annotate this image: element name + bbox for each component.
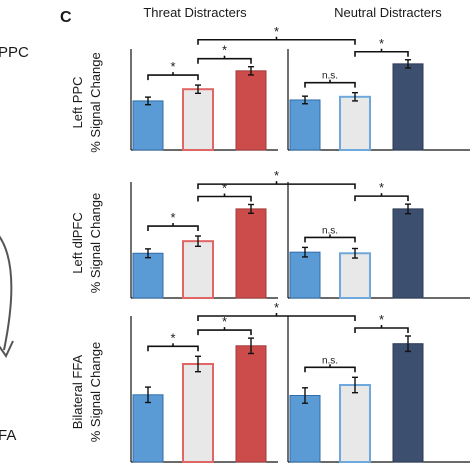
group-title-neutral: Neutral Distracters	[334, 5, 442, 20]
sig-bracket-2-2-b	[354, 195, 409, 202]
bar-2-1-2	[182, 240, 214, 300]
bar-1-2-3	[392, 63, 424, 151]
bar-1-1-1	[132, 100, 164, 151]
panels-layer: Left PPC% Signal Change **n.s.**Left dlPF…	[70, 24, 470, 463]
sig-bracket-across-1-label: *	[274, 24, 279, 39]
sig-bracket-1-1-a	[147, 74, 199, 81]
sig-bracket-1-2-b-label: *	[379, 36, 384, 51]
bar-2-1-1	[132, 252, 164, 299]
sig-bracket-3-2-b-label: *	[379, 312, 384, 327]
curved-arrow	[0, 235, 13, 351]
bar-3-2-1	[289, 395, 321, 463]
row-label-3: Bilateral FFA	[70, 354, 85, 429]
ylabel-3: % Signal Change	[88, 342, 103, 442]
sig-bracket-1-2-b	[354, 50, 409, 57]
sig-bracket-across-3-label: *	[274, 300, 279, 315]
sig-bracket-2-1-a	[147, 225, 199, 232]
sig-bracket-3-1-b-label: *	[222, 314, 227, 329]
row-label-2: Left dlPFC	[70, 212, 85, 273]
sig-bracket-2-1-b	[197, 195, 252, 202]
sig-bracket-1-1-b	[197, 57, 252, 64]
row-label-1: Left PPC	[70, 76, 85, 128]
bar-2-1-3	[235, 208, 267, 299]
bar-3-1-3	[235, 345, 267, 463]
curved-arrow-head	[0, 340, 14, 359]
bar-3-2-3	[392, 343, 424, 463]
bar-3-1-2	[182, 363, 214, 463]
ylabel-2: % Signal Change	[88, 193, 103, 293]
bar-1-2-2	[339, 95, 371, 152]
bar-2-2-1	[289, 251, 321, 299]
sig-bracket-1-2-a-label: n.s.	[322, 71, 338, 82]
panel-letter: C	[60, 9, 72, 26]
left-fragment-fa: FA	[0, 427, 16, 444]
bar-2-2-2	[339, 252, 371, 299]
bar-3-1-1	[132, 394, 164, 463]
sig-bracket-2-2-b-label: *	[379, 180, 384, 195]
sig-bracket-3-2-b	[354, 327, 409, 333]
sig-bracket-2-1-a-label: *	[170, 210, 175, 225]
bar-3-2-2	[339, 384, 371, 463]
bar-2-2-3	[392, 208, 424, 299]
bar-1-1-3	[235, 70, 267, 151]
left-fragment-ppc: PPC	[0, 44, 29, 61]
sig-bracket-3-2-a	[304, 366, 356, 373]
sig-bracket-2-2-a-label: n.s.	[322, 225, 338, 236]
sig-bracket-3-1-a-label: *	[170, 330, 175, 345]
sig-bracket-across-2-label: *	[274, 168, 279, 183]
sig-bracket-1-1-a-label: *	[170, 59, 175, 74]
sig-bracket-2-2-a	[304, 236, 356, 243]
sig-bracket-1-2-a	[304, 81, 356, 88]
sig-bracket-2-1-b-label: *	[222, 181, 227, 196]
sig-bracket-3-1-a	[147, 345, 199, 352]
sig-bracket-3-1-b	[197, 329, 252, 336]
sig-bracket-3-2-a-label: n.s.	[322, 355, 338, 366]
sig-bracket-1-1-b-label: *	[222, 43, 227, 58]
bar-1-2-1	[289, 99, 321, 151]
bar-1-1-2	[182, 88, 214, 151]
group-title-threat: Threat Distracters	[143, 5, 247, 20]
ylabel-1: % Signal Change	[88, 52, 103, 152]
